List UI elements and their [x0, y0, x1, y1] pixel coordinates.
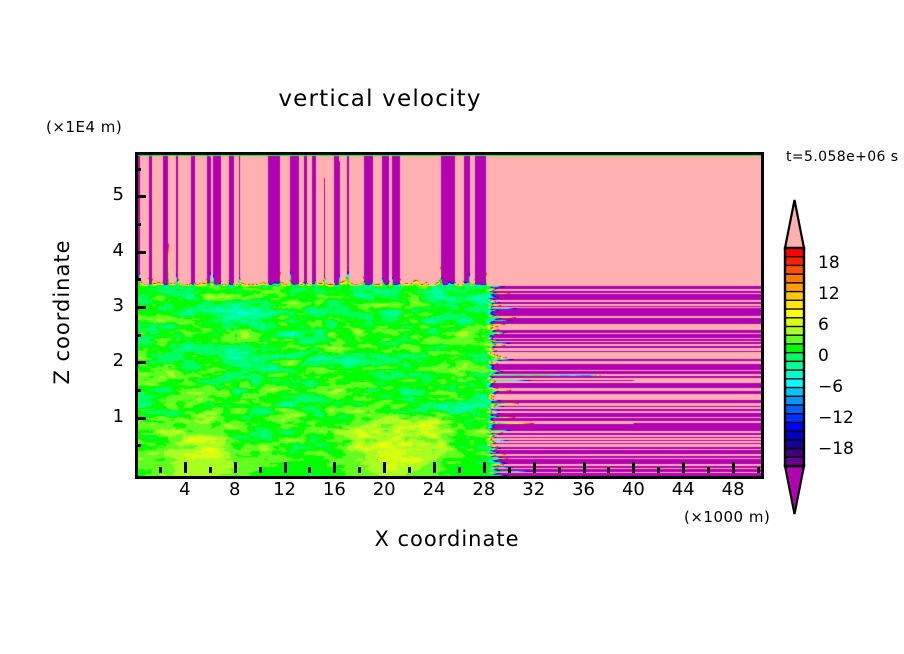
x-axis-tick-label: 16: [322, 479, 346, 500]
colorbar-tick-label: −12: [818, 408, 854, 429]
colorbar-band: [784, 290, 805, 302]
x-axis-tick-label: 36: [572, 479, 595, 500]
colorbar-band: [784, 308, 805, 320]
x-axis-tick: [358, 467, 362, 473]
colorbar-band: [784, 439, 805, 450]
y-axis-tick: [135, 167, 141, 171]
colorbar-tick-label: 12: [818, 283, 840, 304]
x-axis-tick-label: 32: [522, 479, 546, 500]
x-axis-tick: [732, 462, 736, 473]
x-axis-tick-label: 12: [273, 479, 296, 500]
colorbar-band: [784, 386, 805, 398]
colorbar-over-range-arrow: [783, 199, 806, 250]
colorbar-border: [783, 246, 806, 468]
x-axis-tick: [233, 462, 237, 473]
colorbar-band: [784, 378, 805, 389]
colorbar-band: [784, 412, 805, 424]
x-axis-tick: [557, 467, 561, 473]
y-axis-tick: [135, 333, 141, 337]
colorbar-band: [784, 325, 805, 337]
colorbar-band: [784, 264, 805, 276]
colorbar-band: [784, 247, 805, 259]
y-axis-tick-label: 3: [112, 294, 124, 316]
colorbar-band: [784, 273, 805, 285]
x-axis-tick-label: 28: [472, 479, 496, 500]
x-axis-tick-label: 40: [621, 479, 645, 500]
x-axis-tick: [208, 467, 212, 473]
colorbar-band: [784, 369, 805, 381]
colorbar-band: [784, 334, 805, 346]
colorbar-band: [784, 404, 805, 415]
x-axis-tick-label: 4: [179, 479, 191, 500]
colorbar-band: [784, 299, 805, 311]
x-axis-tick: [333, 462, 337, 473]
x-axis-tick: [433, 462, 437, 473]
x-axis-tick-label: 24: [422, 479, 446, 500]
x-axis-units-label: (×1000 m): [684, 508, 771, 526]
x-axis-tick: [482, 462, 486, 473]
x-axis-tick: [183, 462, 187, 473]
colorbar-tick-label: 6: [818, 314, 829, 335]
y-axis-tick-label: 1: [112, 405, 124, 427]
x-axis-tick: [607, 467, 611, 473]
x-axis-tick: [682, 462, 686, 473]
y-axis-tick: [135, 305, 146, 309]
contour-plot-area: [135, 152, 764, 479]
colorbar-tick-label: −18: [818, 439, 854, 460]
y-axis-tick-label: 4: [112, 239, 124, 261]
x-axis-tick: [582, 462, 586, 473]
x-axis-tick: [158, 467, 162, 473]
colorbar: [780, 196, 810, 518]
colorbar-band: [784, 360, 805, 372]
x-axis-title: X coordinate: [374, 527, 520, 551]
colorbar-tick-label: 18: [818, 252, 840, 273]
contour-field-canvas: [138, 155, 761, 476]
colorbar-band: [784, 430, 805, 442]
y-axis-tick: [135, 250, 146, 254]
y-axis-tick: [135, 222, 141, 226]
x-axis-tick-label: 20: [372, 479, 396, 500]
y-axis-tick: [135, 361, 146, 365]
x-axis-tick: [308, 467, 312, 473]
y-axis-tick-label: 5: [112, 184, 124, 206]
x-axis-tick: [457, 467, 461, 473]
x-axis-tick: [507, 467, 511, 473]
y-axis-tick: [135, 416, 146, 420]
x-axis-tick: [408, 467, 412, 473]
colorbar-band: [784, 395, 805, 407]
y-axis-tick-label: 2: [112, 350, 124, 372]
x-axis-tick-label: 44: [671, 479, 695, 500]
x-axis-tick-label: 48: [721, 479, 745, 500]
y-axis-units-label: (×1E4 m): [46, 118, 123, 136]
colorbar-under-range-arrow: [783, 464, 806, 515]
colorbar-band: [784, 343, 805, 354]
colorbar-band: [784, 447, 805, 459]
colorbar-band: [784, 351, 805, 363]
y-axis-title: Z coordinate: [50, 239, 74, 385]
colorbar-tick-label: 0: [818, 346, 829, 366]
y-axis-tick: [135, 278, 141, 282]
x-axis-tick: [707, 467, 711, 473]
colorbar-band: [784, 256, 805, 267]
colorbar-tick-label: −6: [818, 377, 844, 398]
colorbar-swatches: [783, 199, 806, 515]
x-axis-tick: [383, 462, 387, 473]
y-axis-tick: [135, 388, 141, 392]
page-title: vertical velocity: [278, 86, 482, 112]
colorbar-band: [784, 282, 805, 293]
y-axis-tick: [135, 444, 141, 448]
x-axis-tick: [632, 462, 636, 473]
x-axis-tick: [657, 467, 661, 473]
x-axis-tick: [532, 462, 536, 473]
time-annotation: t=5.058e+06 s: [786, 149, 899, 165]
x-axis-tick: [283, 462, 287, 473]
x-axis-tick: [757, 467, 760, 473]
colorbar-band: [784, 317, 805, 328]
colorbar-band: [784, 421, 805, 433]
x-axis-tick: [258, 467, 262, 473]
x-axis-tick-label: 8: [228, 479, 241, 500]
y-axis-tick: [135, 195, 146, 199]
